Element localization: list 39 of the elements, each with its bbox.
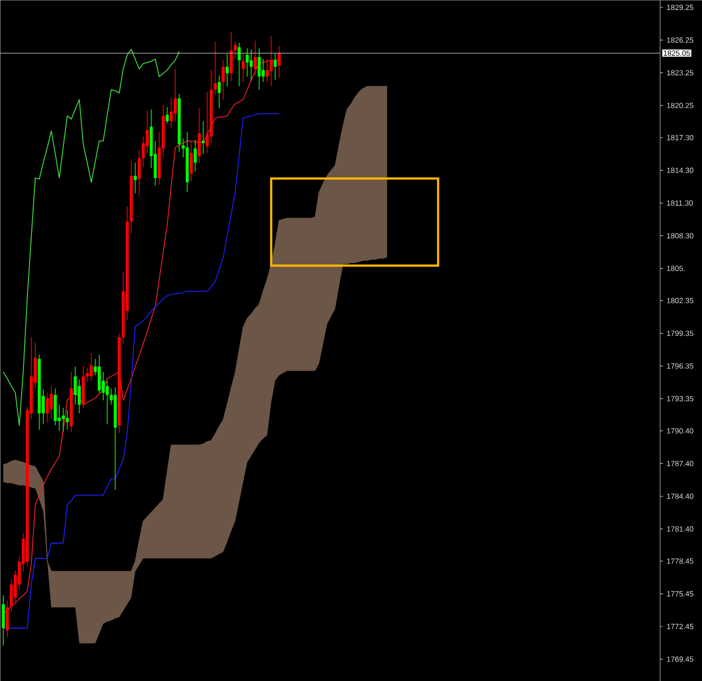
candlestick bbox=[234, 41, 237, 58]
candlestick bbox=[262, 58, 265, 82]
candlestick bbox=[6, 600, 9, 638]
candlestick bbox=[50, 386, 53, 420]
candlestick bbox=[206, 91, 209, 154]
candlestick bbox=[98, 354, 101, 393]
candlestick bbox=[246, 48, 249, 77]
candlestick bbox=[214, 41, 217, 96]
candlestick bbox=[86, 367, 89, 382]
candlestick bbox=[190, 140, 193, 182]
candlestick bbox=[166, 106, 169, 124]
candlestick bbox=[106, 380, 109, 425]
candlestick bbox=[134, 162, 137, 194]
candlestick bbox=[270, 36, 273, 87]
candlestick bbox=[230, 31, 233, 82]
candlestick bbox=[66, 410, 69, 430]
candlestick bbox=[258, 48, 261, 90]
candlestick bbox=[170, 96, 173, 128]
candlestick bbox=[242, 53, 245, 82]
candlestick bbox=[274, 53, 277, 80]
candlestick bbox=[254, 40, 257, 76]
candlestick bbox=[46, 392, 49, 422]
candlestick bbox=[222, 60, 225, 100]
candlestick bbox=[250, 48, 253, 82]
candlestick bbox=[218, 74, 221, 108]
candlestick bbox=[78, 379, 81, 414]
candlestick bbox=[194, 139, 197, 172]
candlestick bbox=[278, 46, 281, 78]
candlestick bbox=[198, 108, 201, 163]
candlestick bbox=[10, 578, 13, 612]
candlestick bbox=[174, 68, 177, 122]
candlestick bbox=[62, 407, 65, 432]
candlestick bbox=[266, 58, 269, 82]
candlestick bbox=[138, 149, 141, 196]
candlestick bbox=[74, 366, 77, 405]
candlestick bbox=[226, 53, 229, 87]
candlestick bbox=[2, 594, 5, 646]
candlestick bbox=[90, 352, 93, 381]
candlestick bbox=[238, 42, 241, 87]
